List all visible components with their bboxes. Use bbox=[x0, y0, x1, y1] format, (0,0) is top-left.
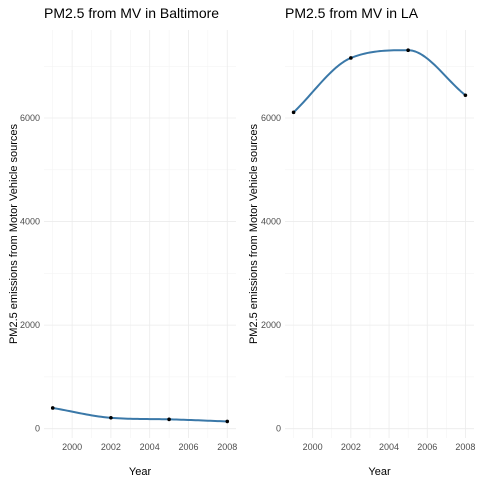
grid bbox=[44, 30, 236, 438]
chart-title: PM2.5 from MV in LA bbox=[285, 5, 419, 21]
chart-title: PM2.5 from MV in Baltimore bbox=[44, 5, 219, 21]
data-point bbox=[464, 93, 468, 97]
data-point bbox=[225, 420, 229, 424]
y-axis-label: PM2.5 emissions from Motor Vehicle sourc… bbox=[8, 123, 20, 344]
x-tick-label: 2008 bbox=[455, 442, 475, 452]
x-tick-label: 2004 bbox=[379, 442, 399, 452]
series-line bbox=[53, 408, 228, 421]
y-tick-label: 2000 bbox=[20, 320, 40, 330]
x-tick-label: 2006 bbox=[417, 442, 437, 452]
y-tick-label: 4000 bbox=[261, 217, 281, 227]
y-axis-label: PM2.5 emissions from Motor Vehicle sourc… bbox=[248, 123, 260, 344]
x-tick-label: 2000 bbox=[303, 442, 323, 452]
data-point bbox=[167, 418, 171, 422]
x-tick-label: 2000 bbox=[62, 442, 82, 452]
data-point bbox=[406, 48, 410, 52]
x-tick-label: 2004 bbox=[140, 442, 160, 452]
y-tick-label: 0 bbox=[35, 424, 40, 434]
x-tick-label: 2006 bbox=[178, 442, 198, 452]
y-tick-label: 6000 bbox=[261, 113, 281, 123]
data-point bbox=[292, 111, 296, 115]
data-point bbox=[51, 406, 55, 410]
chart-panel-1: 2000 2002 2004 2006 2008 0 2000 4000 6000 PM2.5 f… bbox=[8, 5, 237, 478]
chart-panel-2: 2000 2002 2004 2006 2008 0 2000 4000 6000 PM2.5 f… bbox=[248, 5, 476, 478]
x-tick-label: 2002 bbox=[341, 442, 361, 452]
x-tick-label: 2008 bbox=[217, 442, 237, 452]
y-tick-label: 0 bbox=[276, 424, 281, 434]
data-point bbox=[349, 56, 353, 60]
x-axis-label: Year bbox=[368, 466, 391, 478]
y-tick-label: 4000 bbox=[20, 217, 40, 227]
y-tick-label: 2000 bbox=[261, 320, 281, 330]
x-axis-label: Year bbox=[129, 466, 152, 478]
y-tick-label: 6000 bbox=[20, 113, 40, 123]
series-line bbox=[294, 50, 466, 112]
data-point bbox=[109, 416, 113, 420]
x-tick-label: 2002 bbox=[101, 442, 121, 452]
